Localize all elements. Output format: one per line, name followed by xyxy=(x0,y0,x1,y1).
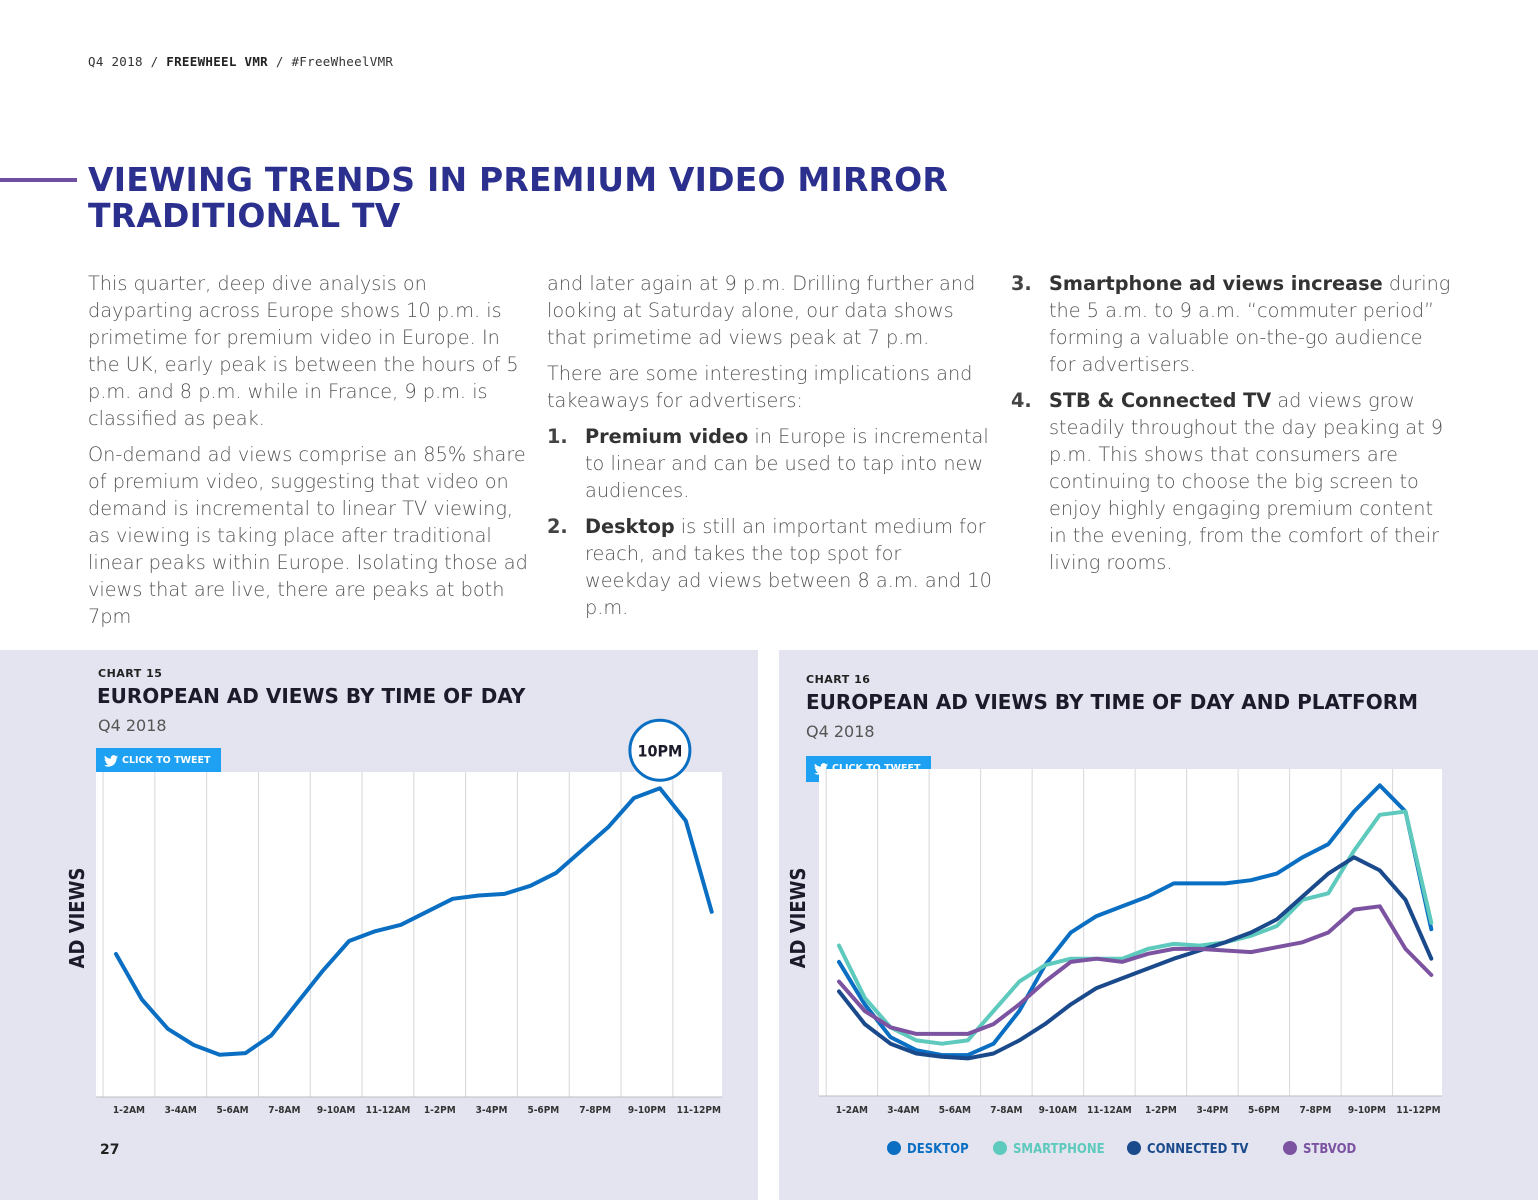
series-line-connected-tv xyxy=(837,855,1434,1061)
paragraph: On-demand ad views comprise an 85% share… xyxy=(88,443,528,628)
x-tick-label: 3-4PM xyxy=(1196,1105,1228,1116)
x-tick-label: 1-2AM xyxy=(836,1105,868,1116)
y-axis-label: AD VIEWS xyxy=(786,868,810,969)
text-column-1: This quarter, deep dive analysis on dayp… xyxy=(88,270,528,639)
x-tick-label: 7-8PM xyxy=(1299,1105,1331,1116)
click-to-tweet-button[interactable]: CLICK TO TWEET xyxy=(96,748,222,774)
legend-label: STBVOD xyxy=(1303,1142,1357,1157)
x-tick-label: 11-12AM xyxy=(366,1105,411,1116)
x-tick-label: 9-10AM xyxy=(1039,1105,1077,1116)
x-tick-label: 7-8AM xyxy=(268,1105,300,1116)
list-item: 2. Desktop is still an important medium f… xyxy=(547,515,992,619)
legend-swatch xyxy=(1283,1141,1297,1155)
x-tick-label: 1-2PM xyxy=(1145,1105,1177,1116)
x-tick-label: 5-6PM xyxy=(1248,1105,1280,1116)
chart-panel-16: CHART 16 EUROPEAN AD VIEWS BY TIME OF DA… xyxy=(779,650,1538,1200)
chart-15-plot: 1-2AM 3-4AM 5-6AM 7-8AM 9-10AM 11-12AM 1-2PM 3-… xyxy=(65,718,722,1116)
text-column-3: 3. Smartphone ad views increase during th… xyxy=(1011,270,1451,585)
x-tick-label: 3-4AM xyxy=(887,1105,919,1116)
x-tick-label: 11-12AM xyxy=(1087,1105,1132,1116)
hashtag: #FreeWheelVMR xyxy=(291,54,394,69)
x-tick-label: 9-10AM xyxy=(317,1105,355,1116)
brand-name: FREEWHEEL VMR xyxy=(166,54,268,69)
paragraph: This quarter, deep dive analysis on dayp… xyxy=(88,272,519,430)
twitter-icon xyxy=(104,754,118,767)
x-tick-label: 5-6PM xyxy=(527,1105,559,1116)
legend-swatch xyxy=(1127,1141,1141,1155)
x-tick-label: 1-2AM xyxy=(113,1105,145,1116)
x-tick-label: 1-2PM xyxy=(424,1105,456,1116)
page-title: VIEWING TRENDS IN PREMIUM VIDEO MIRROR T… xyxy=(88,160,949,235)
chart-16-plot: 1-2AM 3-4AM 5-6AM 7-8AM 9-10AM 11-12AM 1-2PM 3-… xyxy=(786,769,1442,1157)
series-line-stbvod xyxy=(837,904,1434,1036)
x-tick-label: 3-4PM xyxy=(476,1105,508,1116)
x-tick-label: 9-10PM xyxy=(1348,1105,1386,1116)
text-column-2: and later again at 9 p.m. Drilling furth… xyxy=(547,270,992,630)
legend-label: SMARTPHONE xyxy=(1013,1142,1105,1157)
chart-title: EUROPEAN AD VIEWS BY TIME OF DAY xyxy=(97,684,526,708)
list-item: 3. Smartphone ad views increase during th… xyxy=(1011,272,1451,376)
x-tick-label: 3-4AM xyxy=(165,1105,197,1116)
title-accent-bar xyxy=(0,178,77,182)
plot-area xyxy=(96,772,722,1097)
series-line-0 xyxy=(114,786,714,1057)
paragraph: and later again at 9 p.m. Drilling furth… xyxy=(547,272,976,349)
list-item: 1. Premium video in Europe is incremental… xyxy=(547,425,989,502)
list-item: 4. STB & Connected TV ad views grow stead… xyxy=(1011,389,1444,574)
x-tick-label: 9-10PM xyxy=(628,1105,666,1116)
page-number: 27 xyxy=(100,1142,120,1158)
x-tick-label: 11-12PM xyxy=(1396,1105,1440,1116)
y-axis-label: AD VIEWS xyxy=(65,868,89,969)
chart-title: EUROPEAN AD VIEWS BY TIME OF DAY AND PLA… xyxy=(806,690,1419,714)
running-header: Q4 2018 / FREEWHEEL VMR / #FreeWheelVMR xyxy=(88,54,394,69)
legend-swatch xyxy=(993,1141,1007,1155)
chart-kicker: CHART 15 xyxy=(98,667,163,680)
chart-subtitle: Q4 2018 xyxy=(806,722,875,741)
peak-annotation-circle xyxy=(628,718,692,782)
x-tick-label: 7-8AM xyxy=(990,1105,1022,1116)
x-tick-label: 11-12PM xyxy=(677,1105,721,1116)
x-tick-label: 7-8PM xyxy=(579,1105,611,1116)
peak-annotation-label: 10PM xyxy=(637,741,682,760)
paragraph: There are some interesting implications … xyxy=(547,362,973,412)
x-tick-label: 5-6AM xyxy=(216,1105,248,1116)
x-tick-label: 5-6AM xyxy=(939,1105,971,1116)
chart-panel-15: CHART 15 EUROPEAN AD VIEWS BY TIME OF DA… xyxy=(0,650,758,1200)
series-line-smartphone xyxy=(837,809,1434,1046)
chart-subtitle: Q4 2018 xyxy=(98,716,167,735)
legend-label: CONNECTED TV xyxy=(1147,1142,1248,1157)
legend-label: DESKTOP xyxy=(907,1142,969,1157)
chart-kicker: CHART 16 xyxy=(806,673,871,686)
legend-swatch xyxy=(887,1141,901,1155)
